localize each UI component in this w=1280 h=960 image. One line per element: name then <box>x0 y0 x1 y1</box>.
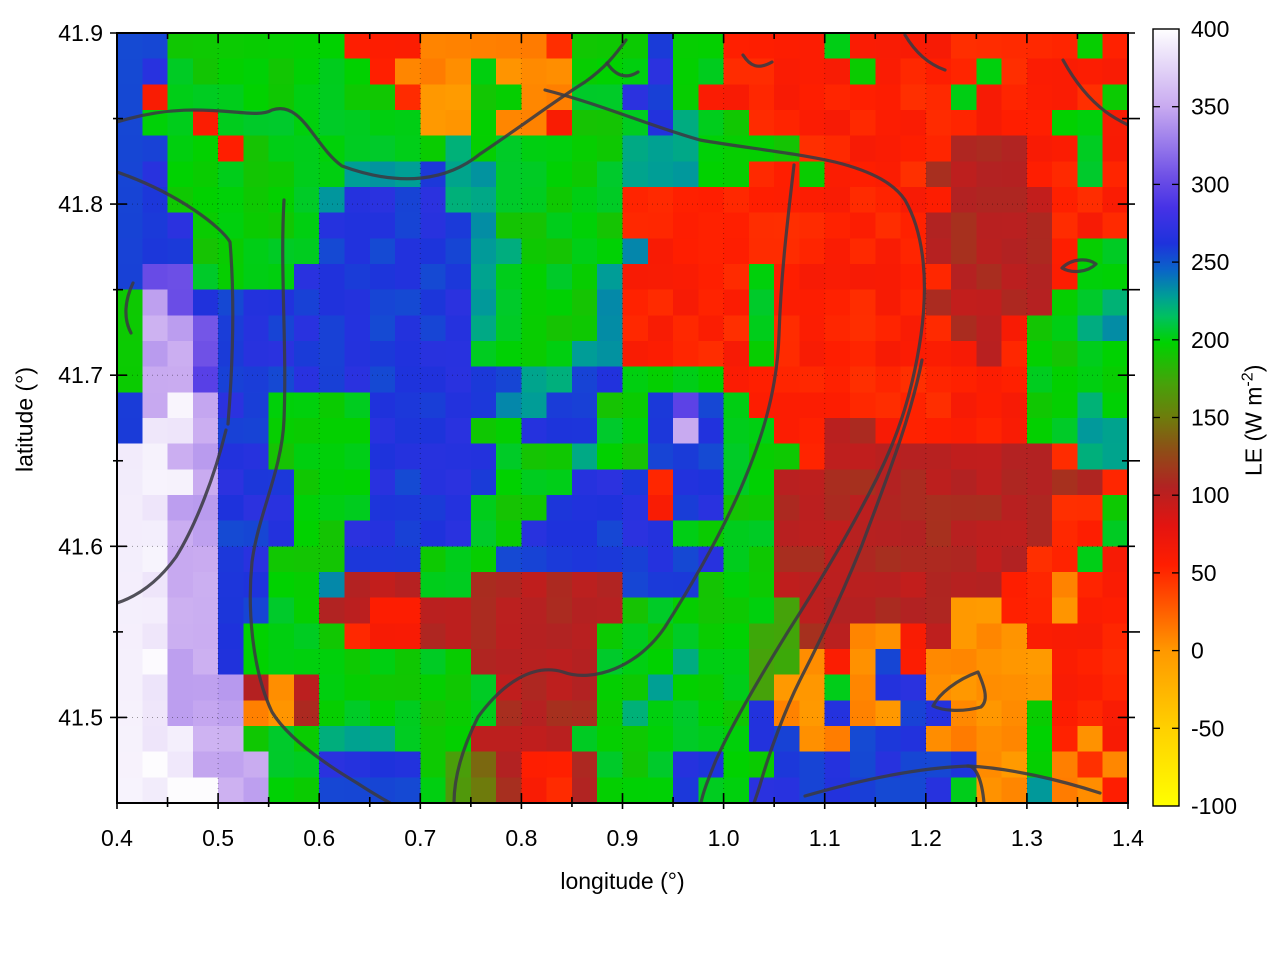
x-tick-label: 0.6 <box>303 825 335 851</box>
colorbar-tick-label: -50 <box>1191 715 1224 741</box>
contour-lines <box>117 33 1128 803</box>
colorbar-tick-label: 200 <box>1191 327 1229 353</box>
y-tick-label: 41.5 <box>58 704 103 730</box>
colorbar-tick-label: -100 <box>1191 793 1237 819</box>
x-tick-label: 0.7 <box>404 825 436 851</box>
axis-ticks <box>110 32 1140 809</box>
y-tick-label: 41.8 <box>58 191 103 217</box>
y-tick-label: 41.6 <box>58 533 103 559</box>
x-tick-label: 0.4 <box>101 825 133 851</box>
y-tick-label: 41.7 <box>58 362 103 388</box>
colorbar-tick-labels: 400 350 300 250 200 150 100 50 0 -50 -100 <box>1191 16 1237 819</box>
colorbar-tick-label: 100 <box>1191 482 1229 508</box>
x-tick-label: 0.5 <box>202 825 234 851</box>
x-tick-label: 1.4 <box>1112 825 1144 851</box>
colorbar-tick-label: 50 <box>1191 560 1217 586</box>
colorbar <box>1152 28 1180 807</box>
colorbar-tick-label: 250 <box>1191 249 1229 275</box>
x-tick-label: 1.3 <box>1011 825 1043 851</box>
colorbar-label-main: LE (W m <box>1240 386 1267 477</box>
x-tick-label: 0.9 <box>607 825 639 851</box>
x-tick-label: 1.1 <box>809 825 841 851</box>
colorbar-label-end: ) <box>1240 364 1267 373</box>
x-tick-labels: 0.4 0.5 0.6 0.7 0.8 0.9 1.0 1.1 1.2 1.3 1.4 <box>101 825 1144 851</box>
x-axis-label: longitude (°) <box>560 868 685 894</box>
colorbar-tick-label: 0 <box>1191 638 1204 664</box>
grid-dotted-lines <box>117 33 1128 803</box>
x-tick-label: 1.0 <box>708 825 740 851</box>
y-axis-label: latitude (°) <box>11 366 38 473</box>
y-tick-label: 41.9 <box>58 20 103 46</box>
x-tick-label: 0.8 <box>505 825 537 851</box>
x-tick-label: 1.2 <box>910 825 942 851</box>
colorbar-tick-label: 400 <box>1191 16 1229 42</box>
colorbar-tick-label: 300 <box>1191 171 1229 197</box>
colorbar-label: LE (W m-2) <box>1239 220 1268 620</box>
colorbar-label-superscript: -2 <box>1238 372 1257 387</box>
colorbar-tick-label: 150 <box>1191 405 1229 431</box>
heatmap-cells <box>117 33 1128 803</box>
colorbar-tick-label: 350 <box>1191 94 1229 120</box>
y-tick-labels: 41.9 41.8 41.7 41.6 41.5 <box>58 20 103 730</box>
